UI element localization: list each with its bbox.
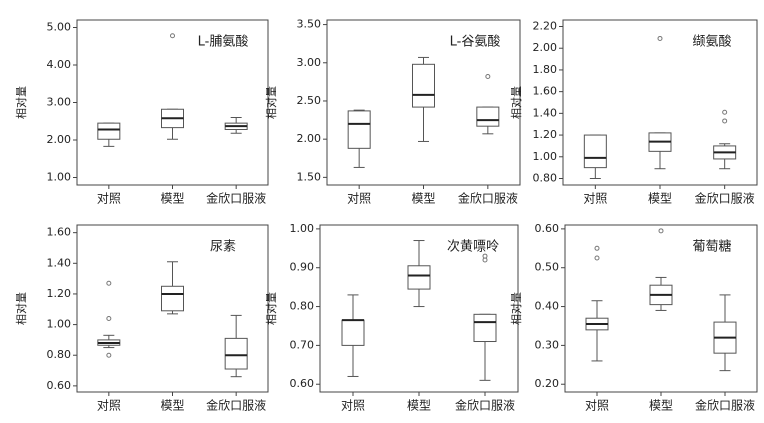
y-tick-label: 3.00	[47, 96, 72, 109]
chart-title: 葡萄糖	[692, 239, 731, 255]
box	[224, 337, 248, 370]
outlier	[170, 33, 175, 39]
y-tick-label: 2.50	[297, 94, 322, 107]
y-tick-label: 0.80	[47, 348, 72, 361]
box	[412, 63, 435, 108]
y-tick-label: 3.50	[297, 18, 322, 31]
outlier	[594, 245, 600, 251]
chart-title: 次黄嘌呤	[447, 239, 499, 255]
y-tick-label: 0.40	[535, 300, 560, 313]
y-tick-label: 1.20	[533, 128, 558, 141]
y-axis-label: 相对量	[14, 292, 28, 325]
x-tick-label: 对照	[347, 192, 371, 206]
y-tick-label: 1.00	[47, 318, 72, 331]
y-tick-label: 1.60	[533, 85, 558, 98]
box	[473, 313, 497, 343]
box	[347, 110, 371, 149]
x-tick-label: 对照	[583, 192, 607, 206]
y-tick-label: 0.60	[290, 377, 315, 390]
x-tick-label: 对照	[585, 399, 609, 413]
y-axis-label: 相对量	[509, 86, 523, 119]
x-tick-label: 模型	[649, 399, 673, 413]
y-tick-label: 5.00	[47, 21, 72, 34]
y-tick-label: 1.00	[290, 222, 315, 235]
y-tick-label: 1.20	[47, 287, 72, 300]
box	[583, 134, 607, 169]
outlier	[482, 253, 488, 259]
x-tick-label: 模型	[648, 192, 672, 206]
x-tick-label: 对照	[97, 399, 121, 413]
y-tick-label: 2.00	[47, 133, 72, 146]
box	[407, 265, 431, 290]
x-tick-label: 对照	[341, 399, 365, 413]
outlier	[657, 35, 663, 41]
box	[97, 122, 121, 140]
x-tick-label: 金欣口服液	[206, 398, 266, 413]
y-axis-label: 相对量	[264, 292, 278, 325]
chart-title: L-谷氨酸	[450, 35, 501, 50]
y-tick-label: 0.60	[535, 222, 560, 235]
y-tick-label: 1.60	[47, 226, 72, 239]
x-tick-label: 模型	[160, 192, 184, 206]
y-tick-label: 0.60	[47, 379, 72, 392]
x-tick-label: 金欣口服液	[695, 191, 755, 206]
y-tick-label: 0.30	[535, 338, 560, 351]
y-tick-label: 3.00	[297, 56, 322, 69]
outlier	[594, 255, 600, 261]
y-tick-label: 0.90	[290, 261, 315, 274]
x-tick-label: 金欣口服液	[458, 191, 518, 206]
y-tick-label: 2.00	[297, 132, 322, 145]
outlier	[658, 228, 664, 234]
y-tick-label: 1.00	[533, 150, 558, 163]
y-axis-label: 相对量	[509, 292, 523, 325]
y-tick-label: 0.80	[290, 300, 315, 313]
outlier	[106, 280, 112, 286]
box	[476, 106, 500, 127]
x-tick-label: 模型	[411, 192, 435, 206]
y-tick-label: 0.20	[535, 377, 560, 390]
y-tick-label: 2.00	[533, 41, 558, 54]
y-tick-label: 1.00	[47, 171, 72, 184]
x-tick-label: 金欣口服液	[695, 398, 755, 413]
box	[161, 285, 184, 312]
y-tick-label: 2.20	[533, 20, 558, 33]
x-tick-label: 对照	[97, 192, 121, 206]
chart-title: 缬氨酸	[692, 35, 731, 50]
x-tick-label: 金欣口服液	[455, 398, 515, 413]
chart-title: 尿素	[210, 240, 236, 255]
outlier	[722, 109, 728, 115]
y-tick-label: 1.80	[533, 63, 558, 76]
y-axis-label: 相对量	[14, 86, 28, 119]
y-tick-label: 1.50	[297, 170, 322, 183]
y-tick-label: 0.80	[533, 171, 558, 184]
y-tick-label: 0.70	[290, 338, 315, 351]
x-tick-label: 模型	[407, 399, 431, 413]
outlier	[106, 352, 112, 358]
y-tick-label: 1.40	[533, 106, 558, 119]
outlier	[722, 118, 728, 124]
y-tick-label: 4.00	[47, 58, 72, 71]
outlier	[485, 74, 491, 80]
x-tick-label: 金欣口服液	[206, 191, 266, 206]
y-tick-label: 1.40	[47, 256, 72, 269]
chart-title: L-脯氨酸	[198, 35, 249, 50]
x-tick-label: 模型	[160, 399, 184, 413]
box	[341, 319, 365, 346]
y-tick-label: 0.50	[535, 261, 560, 274]
outlier	[106, 315, 112, 321]
y-axis-label: 相对量	[264, 86, 278, 119]
